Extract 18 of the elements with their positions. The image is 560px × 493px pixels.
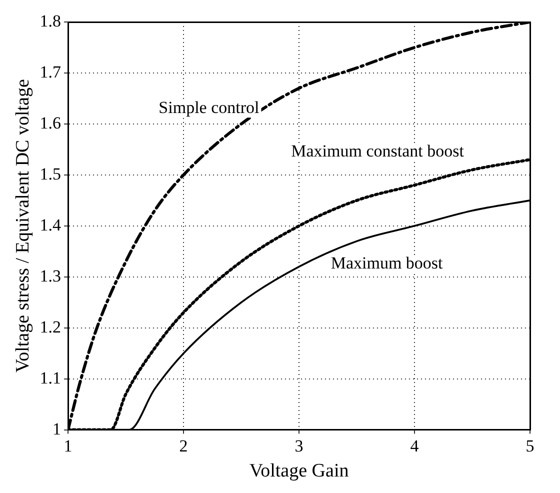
y-tick-label: 1.5 bbox=[40, 164, 62, 184]
series-label: Simple control bbox=[158, 98, 260, 118]
series-label: Maximum boost bbox=[330, 254, 444, 273]
x-tick-label: 5 bbox=[526, 436, 534, 456]
x-tick-label: 2 bbox=[179, 436, 188, 456]
y-tick-label: 1.4 bbox=[40, 215, 62, 234]
y-tick-label: 1.1 bbox=[40, 368, 62, 388]
y-tick-label: 1 bbox=[52, 419, 62, 438]
x-tick-label: 3 bbox=[294, 436, 304, 456]
x-tick-label: 4 bbox=[410, 436, 420, 456]
y-tick-label: 1.8 bbox=[40, 11, 62, 30]
y-tick-label: 1.2 bbox=[40, 317, 62, 336]
y-axis-title: Voltage stress / Equivalent DC voltage bbox=[12, 79, 34, 373]
y-tick-label: 1.3 bbox=[40, 266, 62, 286]
x-axis-title: Voltage Gain bbox=[249, 460, 350, 482]
series-label: Maximum constant boost bbox=[291, 141, 464, 160]
y-tick-label: 1.6 bbox=[40, 113, 62, 132]
y-tick-label: 1.7 bbox=[40, 62, 62, 82]
